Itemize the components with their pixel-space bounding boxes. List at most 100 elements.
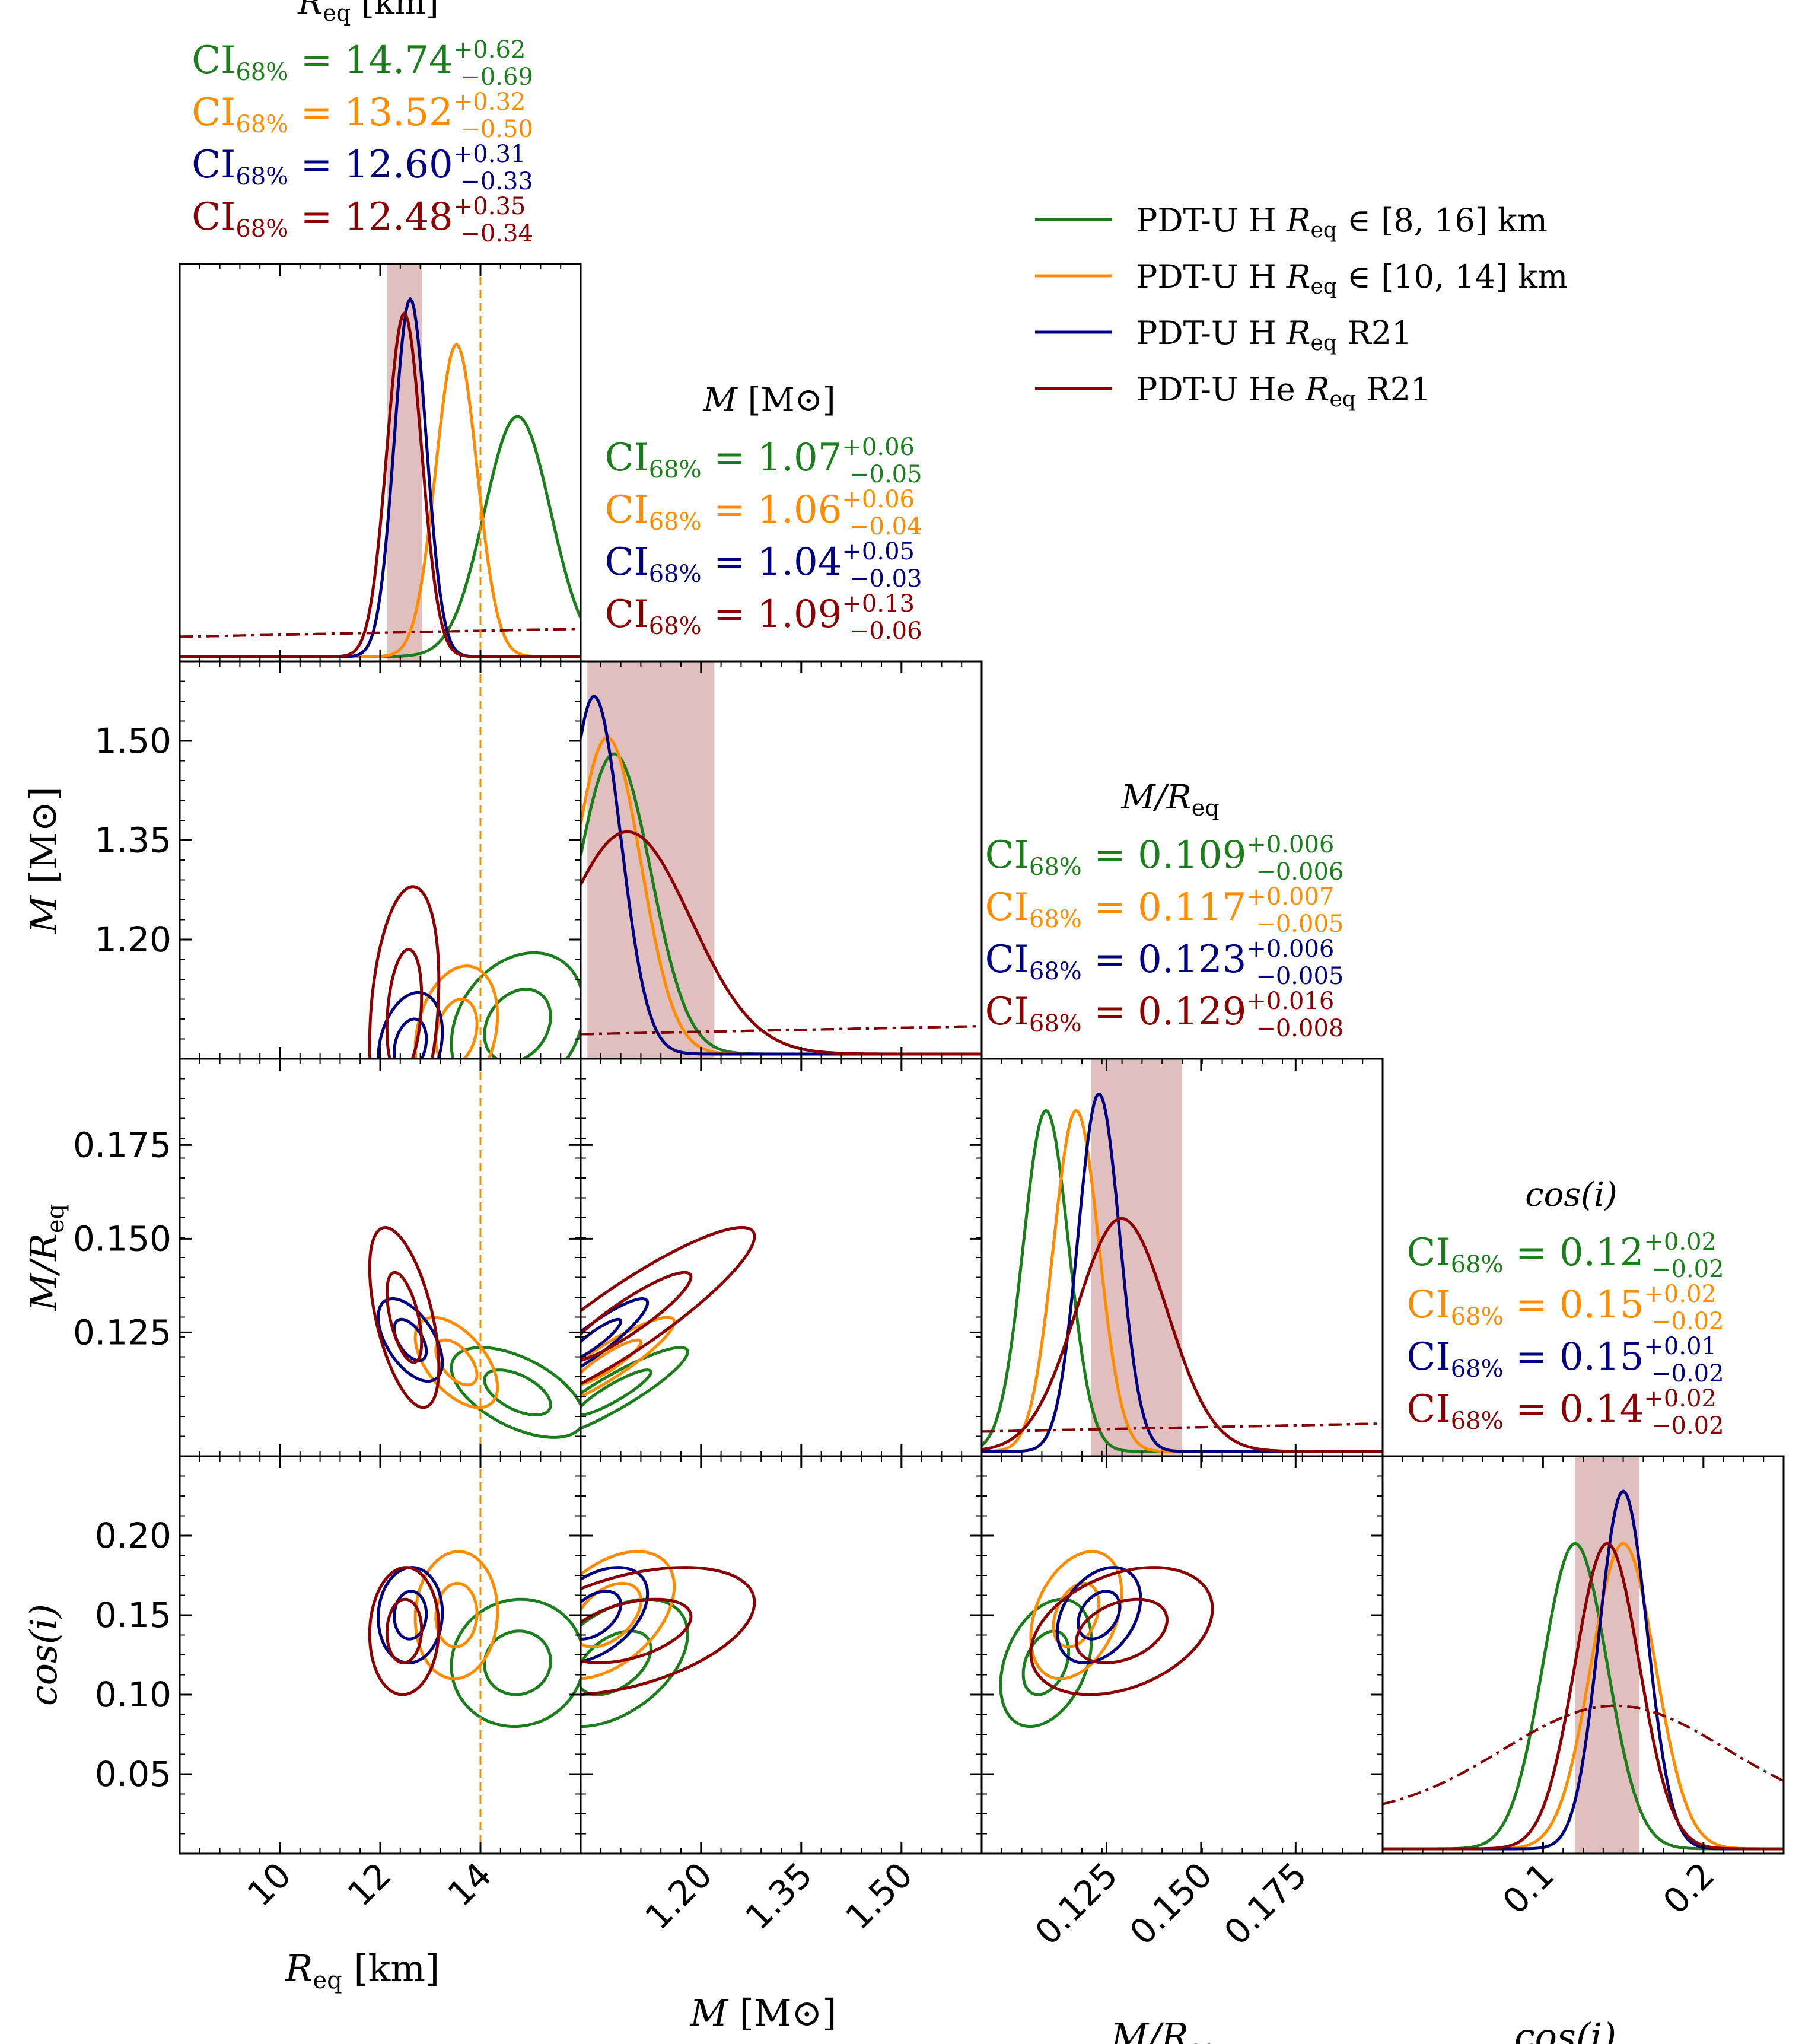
contour-M-C-series-0-level-2 <box>581 1346 689 1430</box>
contour-C-I-series-2-level-2 <box>1055 1566 1142 1664</box>
posterior-curve-R-series-1 <box>180 342 581 658</box>
x-tick-label-I: 0.2 <box>1655 1855 1722 1922</box>
panels-layer <box>179 263 1785 1855</box>
y-tick-label-I: 0.05 <box>95 1754 171 1794</box>
panel-I-vs-C <box>980 1455 1384 1855</box>
panel-R-vs-R <box>179 263 582 663</box>
contour-R-I-series-3-level-1 <box>385 1597 424 1664</box>
ci-label-I-series-0: CI68% = 0.12+0.02 −0.02 <box>1406 1228 1724 1283</box>
contour-M-C-series-3-level-2 <box>581 1226 756 1386</box>
contour-C-I-series-1-level-2 <box>1029 1550 1123 1680</box>
y-tick-label-C: 0.175 <box>73 1125 171 1165</box>
y-tick-label-M: 1.35 <box>95 820 171 861</box>
panel-M-vs-R <box>179 660 582 1060</box>
x-tick-label-R: 14 <box>440 1855 499 1914</box>
x-axis-label-M: M [M⊙] <box>689 1991 836 2035</box>
contour-M-C-series-1-level-2 <box>581 1316 676 1399</box>
posterior-curve-I-series-3 <box>1383 1542 1784 1851</box>
ci-label-R-series-3: CI68% = 12.48+0.35 −0.34 <box>192 193 533 247</box>
x-tick-label-M: 1.20 <box>637 1855 719 1937</box>
contour-M-C-series-0-level-1 <box>581 1368 652 1416</box>
legend: PDT-U H Req ∈ [8, 16] km PDT-U H Req ∈ [1… <box>1035 202 1568 412</box>
contour-M-C-series-2-level-2 <box>581 1297 650 1368</box>
ci-label-I-series-2: CI68% = 0.15+0.01 −0.02 <box>1406 1333 1724 1387</box>
legend-label-3: PDT-U He Req R21 <box>1136 371 1431 412</box>
legend-label-1: PDT-U H Req ∈ [10, 14] km <box>1136 258 1568 299</box>
diagonal-title-C: M/Req <box>1120 778 1219 821</box>
panel-I-vs-I <box>1381 1455 1785 1855</box>
x-axis-label-I: cos(i) <box>1514 2015 1616 2044</box>
contour-R-C-series-1-level-1 <box>434 1338 479 1387</box>
x-tick-label-I: 0.1 <box>1495 1855 1562 1922</box>
ci-label-R-series-0: CI68% = 14.74+0.62 −0.69 <box>192 36 533 91</box>
contour-C-I-series-0-level-2 <box>999 1597 1093 1728</box>
y-tick-label-I: 0.15 <box>95 1595 171 1635</box>
posterior-curve-R-series-2 <box>180 296 581 658</box>
panel-M-vs-M <box>580 660 983 1060</box>
x-tick-label-M: 1.35 <box>737 1855 820 1937</box>
panel-C-vs-M <box>580 1058 983 1457</box>
contour-R-I-series-0-level-2 <box>450 1597 581 1728</box>
contour-C-I-series-2-level-1 <box>1077 1590 1122 1641</box>
contour-R-I-series-2-level-2 <box>377 1566 444 1664</box>
y-axis-label-I: cos(i) <box>22 1604 65 1706</box>
ci-label-M-series-3: CI68% = 1.09+0.13 −0.06 <box>604 590 922 645</box>
ci-label-I-series-1: CI68% = 0.15+0.02 −0.02 <box>1406 1281 1724 1335</box>
y-tick-label-I: 0.10 <box>95 1674 171 1715</box>
prior-curve-R-series-3 <box>180 628 581 638</box>
ci-label-R-series-1: CI68% = 13.52+0.32 −0.50 <box>192 88 533 143</box>
contour-M-I-series-2-level-1 <box>581 1590 623 1641</box>
contour-R-M-series-2-level-2 <box>377 991 444 1059</box>
panel-I-vs-R <box>179 1455 582 1855</box>
contour-M-I-series-3-level-1 <box>581 1597 693 1664</box>
x-tick-label-R: 10 <box>240 1855 299 1914</box>
y-tick-label-I: 0.20 <box>95 1516 171 1556</box>
prior-curve-I-series-3 <box>1383 1704 1784 1806</box>
contour-M-C-series-2-level-1 <box>581 1317 623 1359</box>
panel-frame <box>179 660 582 1060</box>
x-tick-label-C: 0.175 <box>1217 1855 1314 1953</box>
contour-M-C-series-3-level-1 <box>581 1271 693 1362</box>
contour-R-C-series-2-level-2 <box>377 1297 444 1383</box>
contour-R-I-series-1-level-2 <box>413 1550 499 1680</box>
contour-R-M-series-3-level-1 <box>385 948 424 1059</box>
ci-band-I <box>1575 1456 1639 1854</box>
contour-R-C-series-3-level-2 <box>368 1225 441 1409</box>
panel-frame <box>179 1455 582 1855</box>
contour-C-I-series-3-level-2 <box>1029 1566 1214 1696</box>
ci-label-C-series-2: CI68% = 0.123+0.006 −0.005 <box>985 935 1344 990</box>
y-tick-label-M: 1.20 <box>95 919 171 960</box>
x-axis-label-C: M/Req <box>1110 2015 1218 2044</box>
ci-label-M-series-1: CI68% = 1.06+0.06 −0.04 <box>604 486 922 540</box>
ci-label-R-series-2: CI68% = 12.60+0.31 −0.33 <box>192 141 533 195</box>
labels-layer: 1.201.351.50M [M⊙]0.1250.1500.175M/Req0.… <box>22 0 1724 2044</box>
diagonal-title-R: Req [km] <box>297 0 439 26</box>
ci-label-I-series-3: CI68% = 0.14+0.02 −0.02 <box>1406 1385 1724 1440</box>
contour-R-M-series-0-level-2 <box>450 951 581 1059</box>
y-axis-label-C: M/Req <box>22 1204 69 1311</box>
contour-C-I-series-3-level-1 <box>1074 1597 1169 1664</box>
contour-R-C-series-0-level-2 <box>450 1346 581 1439</box>
ci-band-C <box>1091 1059 1182 1456</box>
contour-R-M-series-0-level-1 <box>483 988 552 1059</box>
ci-label-M-series-0: CI68% = 1.07+0.06 −0.05 <box>604 434 922 488</box>
ci-label-C-series-3: CI68% = 0.129+0.016 −0.008 <box>985 988 1344 1042</box>
x-tick-label-C: 0.125 <box>1027 1855 1125 1953</box>
y-tick-label-C: 0.125 <box>73 1312 171 1352</box>
contour-M-I-series-1-level-2 <box>581 1550 676 1680</box>
contour-R-I-series-0-level-1 <box>483 1629 552 1696</box>
posterior-curve-C-series-3 <box>982 1217 1383 1453</box>
y-tick-label-C: 0.150 <box>73 1218 171 1259</box>
diagonal-title-I: cos(i) <box>1525 1176 1617 1214</box>
x-tick-label-R: 12 <box>340 1855 399 1914</box>
y-tick-label-M: 1.50 <box>95 721 171 761</box>
ci-label-M-series-2: CI68% = 1.04+0.05 −0.03 <box>604 538 922 593</box>
contour-R-C-series-1-level-2 <box>413 1316 499 1409</box>
x-tick-label-C: 0.150 <box>1122 1855 1220 1953</box>
posterior-curve-M-series-3 <box>581 830 982 1056</box>
contour-R-C-series-3-level-1 <box>385 1271 424 1364</box>
panel-C-vs-C <box>980 1058 1384 1457</box>
contour-M-I-series-2-level-2 <box>581 1566 650 1664</box>
x-axis-label-R: Req [km] <box>285 1947 440 1994</box>
